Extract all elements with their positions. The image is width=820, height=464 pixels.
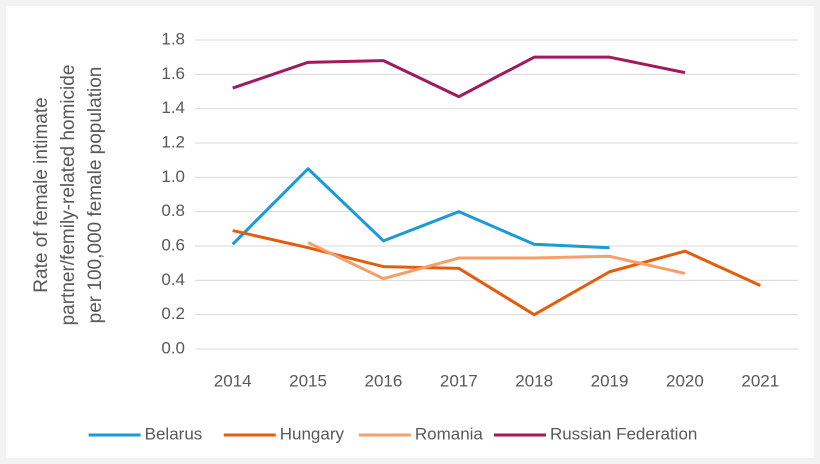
y-tick-label: 0.4 bbox=[161, 270, 185, 289]
legend-label: Russian Federation bbox=[550, 424, 697, 443]
y-tick-label: 0.0 bbox=[161, 338, 185, 357]
y-axis-title: Rate of female intimate partner/femily-r… bbox=[31, 65, 106, 326]
legend-label: Belarus bbox=[145, 424, 203, 443]
y-tick-label: 1.2 bbox=[161, 132, 185, 151]
y-tick-label: 0.2 bbox=[161, 304, 185, 323]
y-tick-label: 0.6 bbox=[161, 235, 185, 254]
y-label-line: partner/femily-related homicide bbox=[58, 65, 79, 326]
y-tick-label: 1.4 bbox=[161, 98, 185, 117]
y-label-line: per 100,000 female population bbox=[85, 67, 106, 324]
series-line bbox=[231, 167, 610, 250]
x-tick-label: 2015 bbox=[289, 371, 327, 390]
series-line bbox=[232, 55, 686, 99]
series-line bbox=[307, 241, 686, 281]
y-tick-label: 1.0 bbox=[161, 167, 185, 186]
x-tick-label: 2017 bbox=[440, 371, 478, 390]
x-tick-label: 2016 bbox=[365, 371, 403, 390]
y-tick-label: 1.8 bbox=[161, 29, 185, 48]
x-tick-label: 2014 bbox=[214, 371, 252, 390]
y-tick-label: 1.6 bbox=[161, 64, 185, 83]
y-tick-label: 0.8 bbox=[161, 201, 185, 220]
series-line bbox=[232, 229, 761, 317]
x-tick-label: 2018 bbox=[515, 371, 553, 390]
y-label-line: Rate of female intimate bbox=[31, 97, 52, 292]
x-tick-label: 2021 bbox=[741, 371, 779, 390]
legend-label: Hungary bbox=[280, 424, 345, 443]
x-tick-label: 2020 bbox=[666, 371, 704, 390]
legend-label: Romania bbox=[415, 424, 484, 443]
x-tick-label: 2019 bbox=[591, 371, 629, 390]
